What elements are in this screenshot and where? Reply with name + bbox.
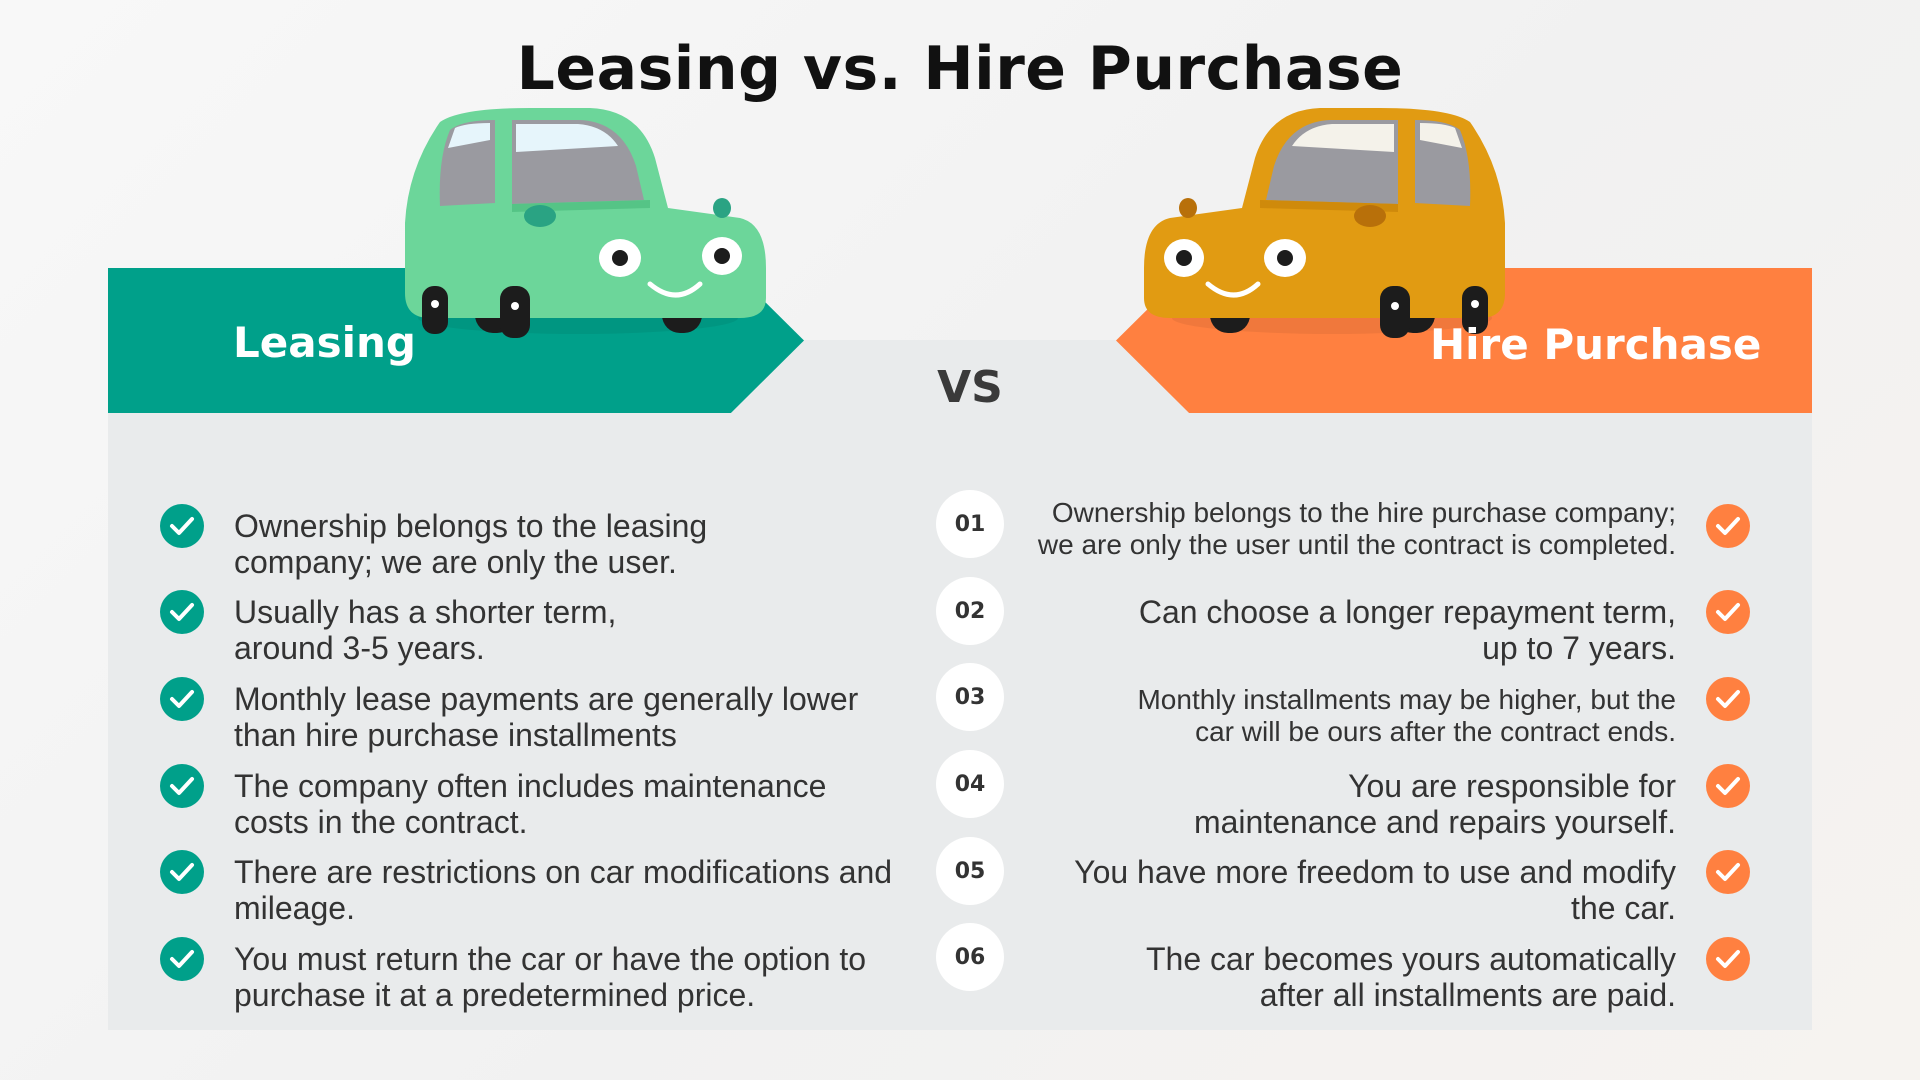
- number-badge: 01: [936, 490, 1004, 558]
- leasing-item-text: Usually has a shorter term, around 3-5 y…: [234, 594, 617, 666]
- number-badge: 05: [936, 837, 1004, 905]
- hire-purchase-item-text: Monthly installments may be higher, but …: [1137, 684, 1676, 747]
- number-badge: 04: [936, 750, 1004, 818]
- green-car-icon: [405, 108, 766, 338]
- number-badge: 06: [936, 923, 1004, 991]
- check-icon: [1706, 677, 1750, 721]
- hire-purchase-item-text: The car becomes yours automatically afte…: [1146, 941, 1676, 1013]
- leasing-item-text: Monthly lease payments are generally low…: [234, 681, 859, 753]
- check-icon: [160, 850, 204, 894]
- hire-purchase-item-text: Can choose a longer repayment term, up t…: [1138, 594, 1676, 666]
- vs-label: VS: [937, 362, 1003, 413]
- check-icon: [1706, 504, 1750, 548]
- hire-purchase-item-text: Ownership belongs to the hire purchase c…: [1037, 497, 1676, 560]
- check-icon: [1706, 937, 1750, 981]
- number-badge: 02: [936, 577, 1004, 645]
- check-icon: [1706, 850, 1750, 894]
- check-icon: [160, 937, 204, 981]
- leasing-item-text: You must return the car or have the opti…: [234, 941, 867, 1013]
- hire-purchase-item-text: You are responsible for maintenance and …: [1193, 768, 1676, 840]
- leasing-item-text: Ownership belongs to the leasing company…: [234, 508, 708, 580]
- number-badge: 03: [936, 663, 1004, 731]
- leasing-item-text: There are restrictions on car modificati…: [234, 854, 893, 926]
- check-icon: [160, 764, 204, 808]
- leasing-item-text: The company often includes maintenance c…: [234, 768, 827, 840]
- check-icon: [160, 504, 204, 548]
- orange-car-icon: [1144, 108, 1505, 338]
- check-icon: [1706, 764, 1750, 808]
- page-title: Leasing vs. Hire Purchase: [516, 34, 1404, 104]
- check-icon: [160, 590, 204, 634]
- hire-purchase-item-text: You have more freedom to use and modify …: [1074, 854, 1676, 926]
- check-icon: [160, 677, 204, 721]
- check-icon: [1706, 590, 1750, 634]
- leasing-label: Leasing: [233, 318, 416, 367]
- hire-purchase-label: Hire Purchase: [1430, 320, 1762, 369]
